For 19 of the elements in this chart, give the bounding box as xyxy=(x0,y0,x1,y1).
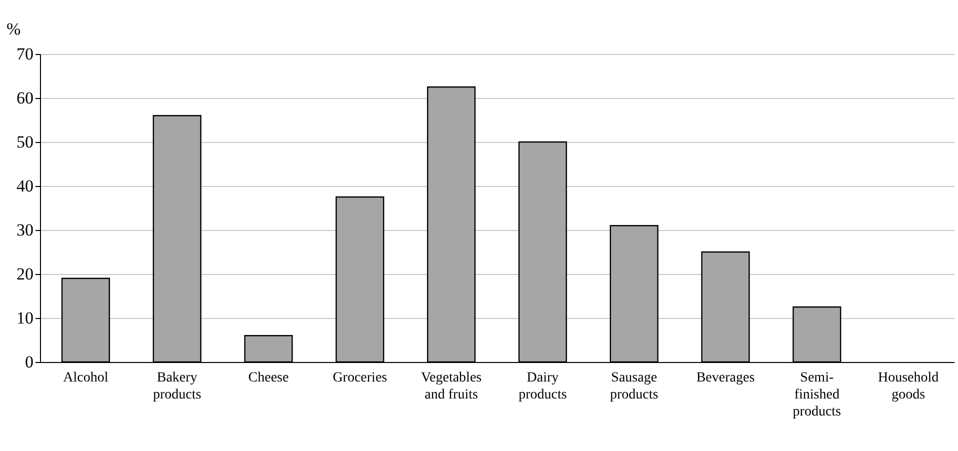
x-tick-label: Alcohol xyxy=(63,370,108,386)
y-tick-label: 20 xyxy=(16,264,34,284)
y-tick-label: 10 xyxy=(16,308,34,328)
x-tick-label: Household goods xyxy=(878,370,939,402)
y-tick-label: 0 xyxy=(25,352,34,372)
x-tick-label: Dairy products xyxy=(518,370,567,402)
x-tick-label: Cheese xyxy=(248,370,289,386)
y-tick-label: 70 xyxy=(16,44,34,64)
x-tick-label: Semi- finished products xyxy=(792,370,842,420)
y-tick-label: 60 xyxy=(16,88,34,108)
y-axis-title: % xyxy=(6,20,21,38)
x-tick-label: Sausage products xyxy=(610,370,658,402)
y-tick-label: 30 xyxy=(16,220,34,240)
y-tick-label: 50 xyxy=(16,132,34,152)
x-tick-label: Beverages xyxy=(696,370,755,386)
x-tick-label: Bakery products xyxy=(152,370,202,402)
x-tick-label: Vegetables and fruits xyxy=(420,370,482,402)
y-tick-label: 40 xyxy=(16,176,34,196)
x-tick-label: Groceries xyxy=(332,370,388,386)
